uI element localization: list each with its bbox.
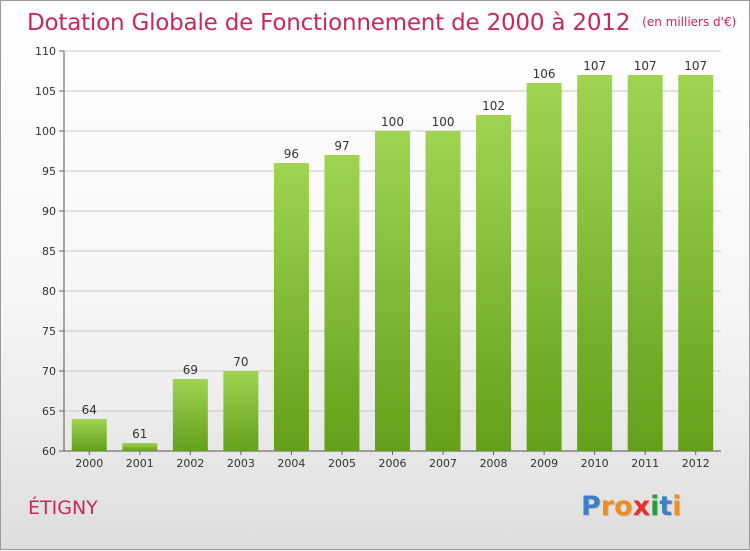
y-tick-label: 110	[35, 45, 56, 58]
x-tick-label: 2000	[75, 457, 103, 470]
bar-2008	[476, 115, 512, 451]
data-label: 106	[533, 67, 556, 81]
y-tick-label: 100	[35, 125, 56, 138]
x-tick-label: 2006	[379, 457, 407, 470]
y-tick-label: 85	[42, 245, 56, 258]
y-tick-label: 65	[42, 405, 56, 418]
data-label: 107	[684, 59, 707, 73]
y-tick-label: 95	[42, 165, 56, 178]
chart-title: Dotation Globale de Fonctionnement de 20…	[27, 7, 736, 37]
proxiti-logo: Proxiti	[581, 489, 691, 525]
logo-letter: P	[581, 491, 601, 522]
logo-letter: t	[659, 491, 673, 522]
x-tick-label: 2008	[480, 457, 508, 470]
y-tick-label: 105	[35, 85, 56, 98]
y-tick-label: 60	[42, 445, 56, 458]
bar-2002	[172, 379, 208, 451]
bar-2010	[577, 75, 613, 451]
y-tick-label: 80	[42, 285, 56, 298]
x-tick-label: 2007	[429, 457, 457, 470]
bar-2011	[627, 75, 663, 451]
bar-2005	[324, 155, 360, 451]
bars	[71, 75, 714, 451]
data-label: 100	[432, 115, 455, 129]
chart-title-text: Dotation Globale de Fonctionnement de 20…	[27, 10, 631, 36]
data-label: 70	[233, 355, 248, 369]
x-tick-label: 2003	[227, 457, 255, 470]
x-tick-label: 2004	[277, 457, 305, 470]
data-label: 69	[183, 363, 198, 377]
data-label: 64	[82, 403, 97, 417]
x-tick-label: 2012	[682, 457, 710, 470]
bar-2012	[678, 75, 714, 451]
bar-2003	[223, 371, 259, 451]
bar-2004	[273, 163, 309, 451]
logo-letter: r	[600, 491, 615, 522]
bar-2006	[375, 131, 410, 451]
data-label: 61	[132, 427, 147, 441]
data-label: 100	[381, 115, 404, 129]
commune-name: ÉTIGNY	[28, 497, 98, 519]
x-tick-label: 2002	[176, 457, 204, 470]
data-label: 102	[482, 99, 505, 113]
x-tick-label: 2001	[126, 457, 154, 470]
data-label: 97	[334, 139, 349, 153]
x-tick-label: 2010	[581, 457, 609, 470]
data-labels: 64 61 69 70 96 97 100 100 102 106 107 107 107	[82, 59, 708, 441]
y-tick-label: 70	[42, 365, 56, 378]
data-label: 107	[634, 59, 657, 73]
bar-2009	[526, 83, 562, 451]
logo-letter: x	[632, 491, 651, 522]
logo-letter: i	[650, 491, 660, 522]
bar-2001	[122, 443, 158, 451]
y-tick-label: 90	[42, 205, 56, 218]
x-tick-label: 2011	[631, 457, 659, 470]
x-tick-label: 2009	[530, 457, 558, 470]
logo-letter: o	[614, 491, 633, 522]
data-label: 107	[583, 59, 606, 73]
y-tick-label: 75	[42, 325, 56, 338]
x-tick-label: 2005	[328, 457, 356, 470]
bar-2000	[71, 419, 107, 451]
bar-2007	[425, 131, 461, 451]
unit-note: (en milliers d'€)	[642, 15, 737, 29]
logo-letter: i	[672, 491, 682, 522]
data-label: 96	[284, 147, 299, 161]
